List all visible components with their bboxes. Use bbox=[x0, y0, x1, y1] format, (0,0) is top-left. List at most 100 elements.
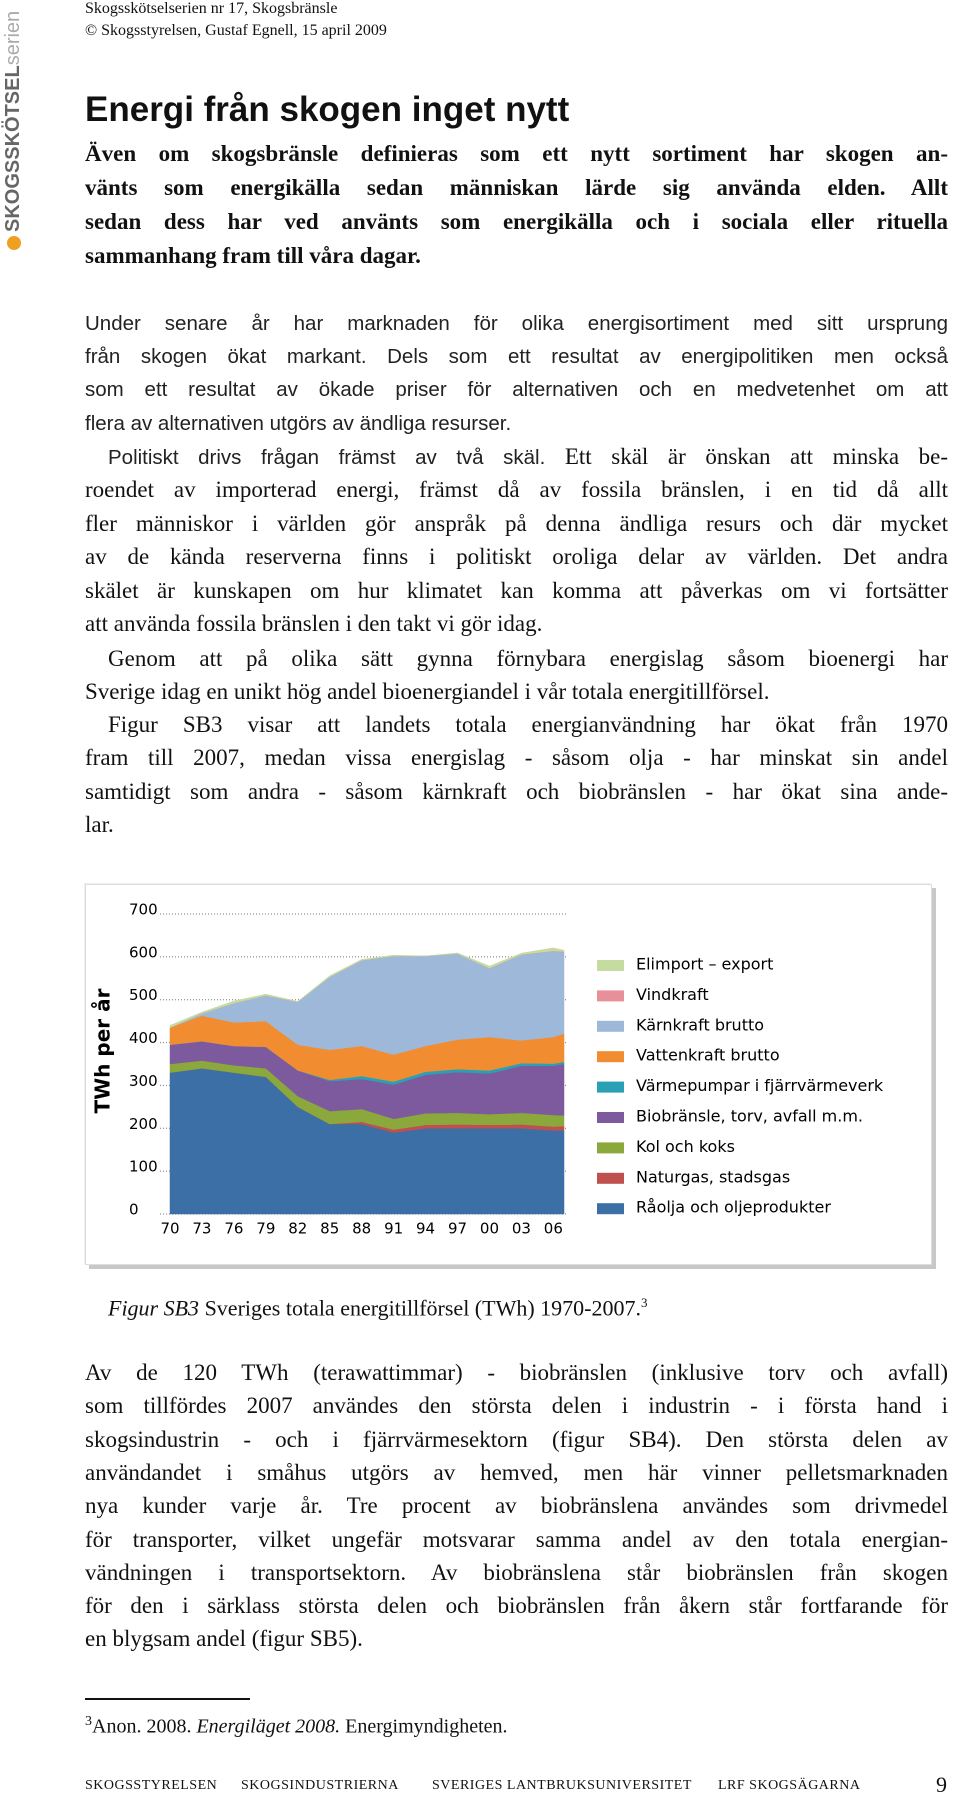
caption: Figur SB3 Sveriges totala energitillförs… bbox=[108, 1295, 648, 1321]
line-text: Under senare år har marknaden för olika … bbox=[85, 312, 948, 335]
lead-sentence: Politiskt drivs frågan främst av två skä… bbox=[108, 446, 546, 469]
line-text: för transporter, vilket ungefär motsvara… bbox=[85, 1526, 948, 1552]
line-text: som ett resultat av ökade priser för alt… bbox=[85, 378, 948, 402]
footnote-rule bbox=[85, 1698, 250, 1700]
x-tick-label: 76 bbox=[224, 1220, 243, 1238]
line-text: Av de 120 TWh (terawattimmar) - biobräns… bbox=[85, 1360, 948, 1385]
x-tick-label: 94 bbox=[416, 1220, 435, 1238]
line-text: Även om skogsbränsle definieras som ett … bbox=[85, 141, 948, 166]
text-line: användandet i småhus utgörs av hemved, m… bbox=[85, 1456, 948, 1489]
footnote-text: Anon. 2008. bbox=[92, 1715, 192, 1738]
footnote-source: Energimyndigheten. bbox=[345, 1715, 508, 1738]
legend-swatch bbox=[597, 1051, 624, 1063]
caption-text: Sveriges totala energitillförsel (TWh) 1… bbox=[204, 1295, 641, 1321]
legend-label: Kol och koks bbox=[636, 1137, 735, 1156]
text-line: samtidigt som andra - såsom kärnkraft oc… bbox=[85, 775, 948, 808]
text-line: som tillfördes 2007 användes den största… bbox=[85, 1389, 948, 1422]
y-tick-label: 100 bbox=[129, 1158, 158, 1176]
line-text: Ett skäl är önskan att minska be- bbox=[564, 444, 948, 469]
text-line: flera av alternativen utgörs av ändliga … bbox=[85, 407, 948, 440]
footnote-title: Energiläget 2008. bbox=[196, 1715, 341, 1738]
logo: SKOGSSKÖTSELserien bbox=[2, 11, 25, 250]
text-line: som ett resultat av ökade priser för alt… bbox=[85, 373, 948, 406]
y-tick-label: 700 bbox=[129, 901, 158, 919]
text-line: att använda fossila bränslen i den takt … bbox=[85, 607, 948, 640]
line-text: Sverige idag en unikt hög andel bioenerg… bbox=[85, 679, 770, 705]
text-line: fram till 2007, medan vissa energislag -… bbox=[85, 741, 948, 774]
x-tick-label: 73 bbox=[192, 1220, 211, 1238]
text-line: av de kända reserverna finns i politiskt… bbox=[85, 540, 948, 573]
y-tick-label: 600 bbox=[129, 943, 158, 961]
x-tick-label: 82 bbox=[288, 1220, 307, 1238]
footer-partner: SKOGSINDUSTRIERNA bbox=[241, 1778, 399, 1793]
x-tick-label: 91 bbox=[384, 1220, 403, 1238]
text-line: lar. bbox=[85, 808, 948, 841]
header-copyright: © Skogsstyrelsen, Gustaf Egnell, 15 apri… bbox=[85, 22, 387, 39]
y-tick-label: 400 bbox=[129, 1029, 158, 1047]
line-text: fram till 2007, medan vissa energislag -… bbox=[85, 745, 948, 771]
caption-label: Figur SB3 bbox=[108, 1295, 200, 1321]
legend-label: Vindkraft bbox=[636, 985, 709, 1004]
line-text: att använda fossila bränslen i den takt … bbox=[85, 611, 543, 636]
line-text: av de kända reserverna finns i politiskt… bbox=[85, 544, 948, 570]
y-axis-label: TWh per år bbox=[91, 988, 115, 1113]
text-line: Sverige idag en unikt hög andel bioenerg… bbox=[85, 675, 948, 708]
text-line: för transporter, vilket ungefär motsvara… bbox=[85, 1523, 948, 1556]
footer-partner: SKOGSSTYRELSEN bbox=[85, 1778, 218, 1793]
text-line: en blygsam andel (figur SB5). bbox=[85, 1622, 948, 1655]
x-tick-label: 97 bbox=[448, 1220, 467, 1238]
logo-series: serien bbox=[2, 10, 24, 66]
title: Energi från skogen inget nytt bbox=[85, 90, 570, 129]
legend-swatch bbox=[597, 1112, 624, 1123]
text-line: Under senare år har marknaden för olika … bbox=[85, 307, 948, 340]
legend-swatch bbox=[597, 1203, 624, 1215]
text-line: skälet är kunskapen om hur klimatet kan … bbox=[85, 574, 948, 607]
line-text: Figur SB3 visar att landets totala energ… bbox=[108, 712, 948, 737]
x-tick-label: 85 bbox=[320, 1220, 339, 1238]
line-text: nya kunder varje år. Tre procent av biob… bbox=[85, 1493, 948, 1519]
footer-partner: LRF SKOGSÄGARNA bbox=[718, 1778, 861, 1793]
text-line: vändningen i transportsektorn. Av biobrä… bbox=[85, 1556, 948, 1589]
x-tick-label: 00 bbox=[480, 1220, 499, 1238]
text-line: sammanhang fram till våra dagar. bbox=[85, 239, 948, 272]
page-number: 9 bbox=[936, 1772, 947, 1797]
text-line: från skogen ökat markant. Dels som ett r… bbox=[85, 340, 948, 373]
line-text: från skogen ökat markant. Dels som ett r… bbox=[85, 345, 948, 369]
line-text: roendet av importerad energi, främst då … bbox=[85, 477, 948, 503]
legend-swatch bbox=[597, 1081, 624, 1093]
logo-brand: SKOGSSKÖTSEL bbox=[2, 65, 24, 232]
footnote: 3Anon. 2008. Energiläget 2008. Energimyn… bbox=[85, 1714, 508, 1739]
text-line: för den i särklass största delen och bio… bbox=[85, 1589, 948, 1622]
legend-swatch bbox=[597, 960, 624, 971]
footer-partner: SVERIGES LANTBRUKSUNIVERSITET bbox=[432, 1778, 692, 1793]
y-tick-label: 300 bbox=[129, 1072, 158, 1090]
text-line: skogsindustrin - och i fjärrvärmesektorn… bbox=[85, 1423, 948, 1456]
legend-label: Kärnkraft brutto bbox=[636, 1015, 764, 1034]
text-line: fler människor i världen gör anspråk på … bbox=[85, 507, 948, 540]
line-text: användandet i småhus utgörs av hemved, m… bbox=[85, 1459, 948, 1485]
area bbox=[169, 947, 565, 1028]
legend-label: Naturgas, stadsgas bbox=[636, 1167, 790, 1186]
line-text: sedan dess har ved använts som energikäl… bbox=[85, 209, 948, 234]
y-tick-label: 500 bbox=[129, 986, 158, 1004]
legend-swatch bbox=[597, 1142, 624, 1154]
header-series: Skogsskötselserien nr 17, Skogsbränsle bbox=[85, 0, 338, 17]
text-line: roendet av importerad energi, främst då … bbox=[85, 473, 948, 506]
caption-note: 3 bbox=[641, 1295, 648, 1310]
line-text: vändningen i transportsektorn. Av biobrä… bbox=[85, 1559, 948, 1585]
text-line: Genom att på olika sätt gynna förnybara … bbox=[108, 642, 948, 675]
legend-label: Elimport – export bbox=[636, 955, 773, 974]
text-line: vänts som energikälla sedan människan lä… bbox=[85, 171, 948, 204]
text-line: nya kunder varje år. Tre procent av biob… bbox=[85, 1489, 948, 1522]
line-text: Genom att på olika sätt gynna förnybara … bbox=[108, 646, 948, 671]
y-tick-label: 0 bbox=[129, 1201, 139, 1219]
line-text: fler människor i världen gör anspråk på … bbox=[85, 510, 948, 536]
footnote-mark: 3 bbox=[85, 1714, 92, 1729]
line-text: för den i särklass största delen och bio… bbox=[85, 1593, 948, 1619]
chart: TWh per år 0 100 200 300 400 500 600 700 70 73 76 7… bbox=[91, 901, 884, 1238]
x-tick-label: 70 bbox=[160, 1220, 179, 1238]
legend-label: Biobränsle, torv, avfall m.m. bbox=[636, 1107, 863, 1126]
chart-frame: TWh per år 0 100 200 300 400 500 600 700 70 73 76 7… bbox=[85, 884, 932, 1265]
text-line: sedan dess har ved använts som energikäl… bbox=[85, 205, 948, 238]
